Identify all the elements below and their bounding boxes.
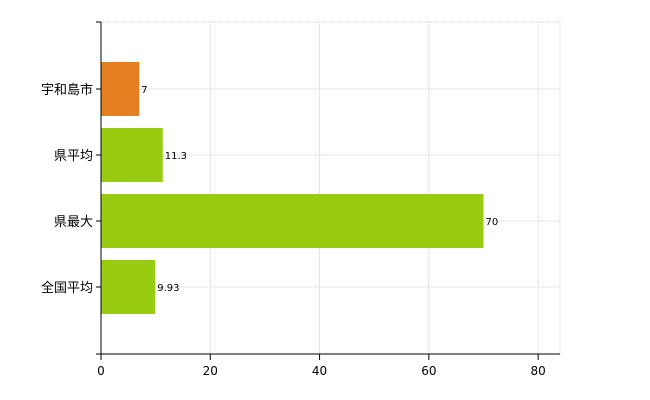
- category-label: 県平均: [54, 149, 93, 164]
- data-label: 7: [141, 85, 147, 96]
- x-tick-label: 20: [203, 364, 218, 378]
- data-label: 70: [486, 217, 499, 228]
- category-label: 全国平均: [41, 280, 93, 296]
- bar-layer: [101, 62, 484, 314]
- x-tick-label: 0: [97, 364, 105, 378]
- bar: [101, 260, 156, 314]
- data-label: 9.93: [157, 283, 179, 294]
- category-label: 県最大: [54, 215, 93, 230]
- category-label: 宇和島市: [41, 82, 93, 98]
- bar: [101, 194, 484, 248]
- x-tick-label: 60: [421, 364, 436, 378]
- x-tick-label: 40: [312, 364, 327, 378]
- bar: [101, 128, 163, 182]
- grid-layer: [101, 21, 561, 354]
- bar: [101, 62, 140, 116]
- data-label: 11.3: [165, 151, 187, 162]
- axis-layer: [96, 21, 560, 360]
- x-tick-label: 80: [531, 364, 546, 378]
